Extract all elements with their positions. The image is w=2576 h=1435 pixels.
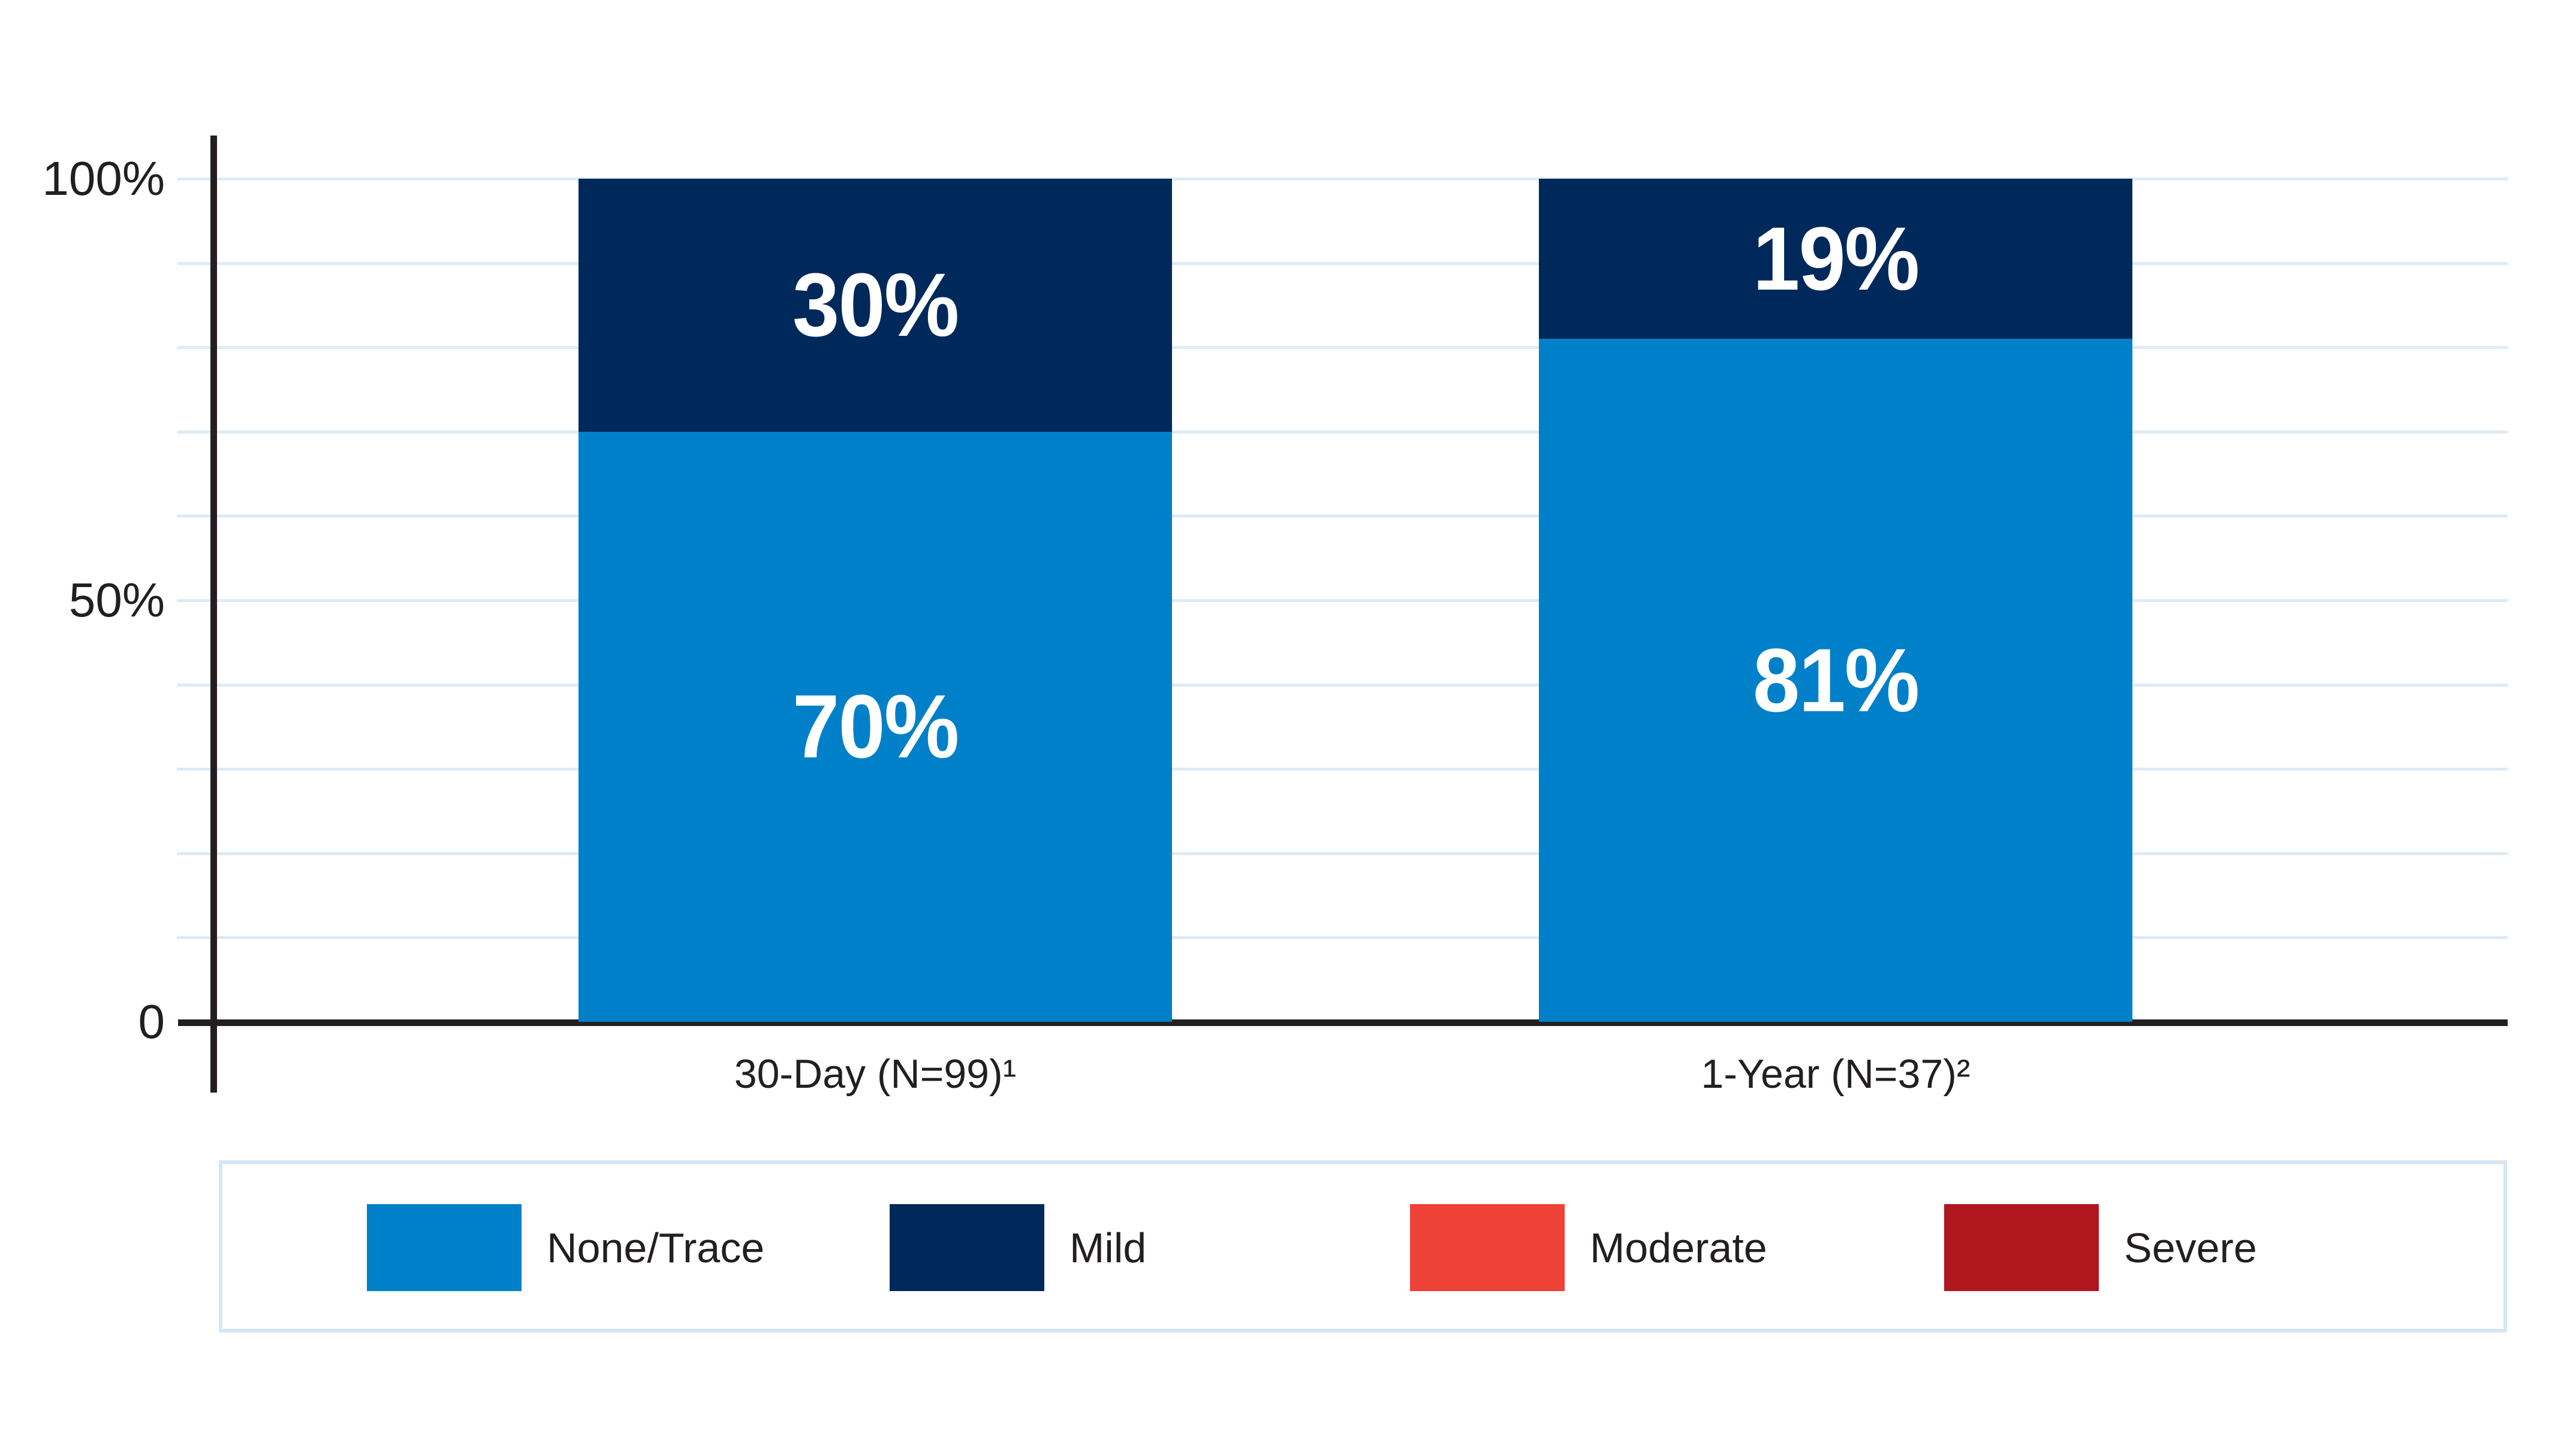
legend-label: Severe xyxy=(2124,1224,2257,1271)
legend-swatch-severe xyxy=(1944,1204,2099,1291)
bar-segment-mild: 19% xyxy=(1539,179,2132,339)
bar-value-label: 70% xyxy=(792,676,959,777)
bar-segment-none-trace: 81% xyxy=(1539,339,2132,1022)
legend-item-mild: Mild xyxy=(890,1204,1146,1291)
gridline xyxy=(177,852,2508,855)
legend-swatch-mild xyxy=(890,1204,1044,1291)
x-tick-label-1-year: 1-Year (N=37)² xyxy=(1701,1051,1971,1097)
bar-1-year: 81% 19% xyxy=(1539,179,2132,1022)
legend-swatch-none-trace xyxy=(367,1204,522,1291)
y-tick-label-50: 50% xyxy=(68,573,165,627)
y-axis-line xyxy=(210,136,217,1093)
bar-30-day: 70% 30% xyxy=(579,179,1172,1022)
bar-segment-none-trace: 70% xyxy=(579,431,1172,1022)
legend-item-severe: Severe xyxy=(1944,1204,2257,1291)
gridline xyxy=(177,599,2508,602)
gridline xyxy=(177,178,2508,180)
x-axis-line xyxy=(178,1019,2508,1026)
x-tick-label-30-day: 30-Day (N=99)¹ xyxy=(734,1051,1017,1097)
gridline xyxy=(177,515,2508,518)
bar-segment-mild: 30% xyxy=(579,179,1172,432)
legend: None/Trace Mild Moderate Severe xyxy=(219,1160,2507,1332)
bar-value-label: 30% xyxy=(792,254,959,356)
y-tick-label-0: 0 xyxy=(138,995,165,1048)
gridline xyxy=(177,936,2508,940)
legend-label: Moderate xyxy=(1590,1224,1767,1271)
legend-label: Mild xyxy=(1069,1224,1147,1271)
gridline xyxy=(177,261,2508,265)
gridline xyxy=(177,768,2508,771)
legend-item-none-trace: None/Trace xyxy=(367,1204,764,1291)
bar-value-label: 81% xyxy=(1752,630,1920,731)
gridline xyxy=(177,346,2508,350)
gridline xyxy=(177,683,2508,687)
legend-item-moderate: Moderate xyxy=(1410,1204,1767,1291)
y-tick-label-100: 100% xyxy=(42,152,165,205)
gridline xyxy=(177,430,2508,434)
legend-label: None/Trace xyxy=(547,1224,765,1271)
bar-value-label: 19% xyxy=(1752,208,1920,309)
legend-swatch-moderate xyxy=(1410,1204,1565,1291)
